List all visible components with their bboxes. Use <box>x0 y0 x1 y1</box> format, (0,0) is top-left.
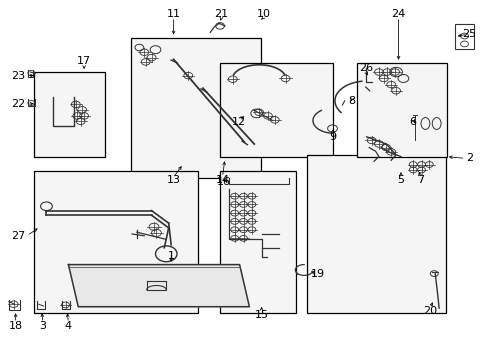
Text: 27: 27 <box>11 231 26 241</box>
Text: 4: 4 <box>65 321 72 331</box>
Text: 17: 17 <box>77 56 91 66</box>
Text: 18: 18 <box>9 321 22 331</box>
Text: 15: 15 <box>254 310 268 320</box>
Text: 13: 13 <box>166 175 180 185</box>
Bar <box>220 63 332 157</box>
Text: 2: 2 <box>465 153 472 163</box>
Text: 1: 1 <box>167 251 174 261</box>
Text: 5: 5 <box>397 175 404 185</box>
Text: 25: 25 <box>462 29 475 39</box>
Text: 3: 3 <box>40 321 46 331</box>
Text: 21: 21 <box>214 9 228 19</box>
Bar <box>306 155 446 313</box>
Bar <box>34 171 198 313</box>
Text: 8: 8 <box>348 96 355 106</box>
Text: 19: 19 <box>310 269 324 279</box>
Text: 7: 7 <box>416 175 423 185</box>
Bar <box>131 38 260 178</box>
Text: 26: 26 <box>358 63 372 73</box>
Text: 16: 16 <box>217 177 230 187</box>
Text: 24: 24 <box>390 9 405 19</box>
Text: 11: 11 <box>166 9 180 19</box>
Text: 14: 14 <box>215 175 229 185</box>
Text: 10: 10 <box>257 9 270 19</box>
Bar <box>220 171 295 313</box>
Text: 23: 23 <box>12 71 25 81</box>
Bar <box>454 24 473 49</box>
Bar <box>356 63 447 157</box>
Text: 22: 22 <box>11 99 26 109</box>
Text: 20: 20 <box>423 306 436 316</box>
Bar <box>34 72 105 157</box>
Text: 9: 9 <box>328 132 335 142</box>
Text: 6: 6 <box>409 117 416 127</box>
Text: 12: 12 <box>231 117 245 127</box>
Polygon shape <box>68 265 249 307</box>
